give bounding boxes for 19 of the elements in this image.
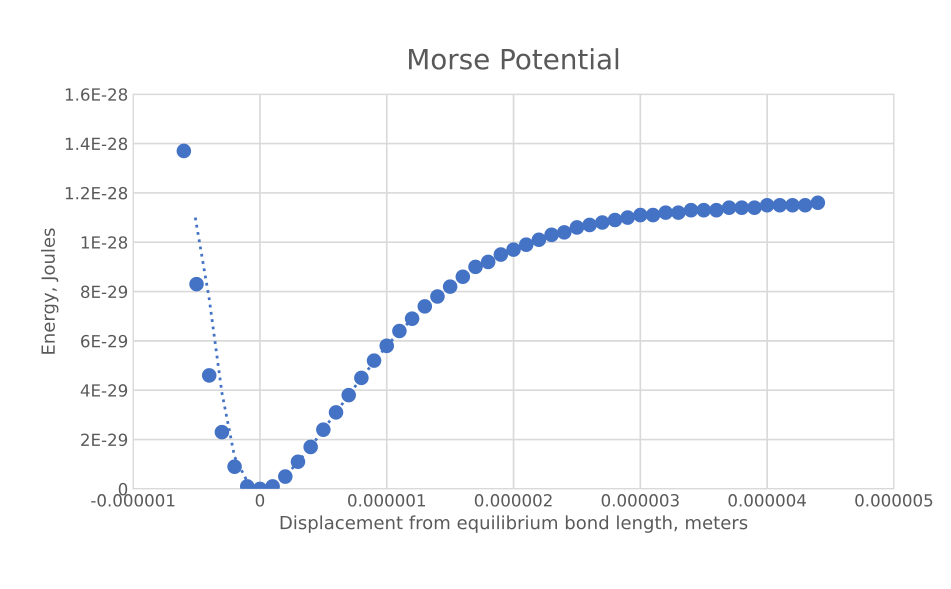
- y-tick-label: 0: [118, 482, 128, 496]
- y-axis-title: Energy, Joules: [40, 228, 58, 354]
- y-tick-label: 1.4E-28: [66, 138, 128, 150]
- y-tick-label: 4E-29: [80, 384, 128, 397]
- y-tick-label: 8E-29: [81, 286, 128, 298]
- x-tick-label: 0.000005: [855, 494, 932, 507]
- x-tick-label: 0.000003: [602, 494, 679, 507]
- x-tick-label: 0: [256, 494, 264, 507]
- y-tick-label: 6E-29: [81, 334, 128, 348]
- y-tick-label: 1.2E-28: [66, 186, 128, 200]
- y-tick-label: 1E-28: [82, 236, 128, 249]
- x-tick-label: 0.000001: [348, 494, 425, 507]
- y-tick-label: 1.6E-28: [66, 88, 128, 101]
- x-tick-label: -0.000001: [91, 494, 174, 507]
- x-tick-label: 0.000004: [728, 494, 806, 507]
- x-tick-label: 0.000002: [474, 494, 552, 507]
- y-tick-label: 2E-29: [81, 434, 128, 446]
- chart-title: Morse Potential: [409, 48, 618, 70]
- x-axis-title: Displacement from equilibrium bond length, meters: [280, 515, 748, 533]
